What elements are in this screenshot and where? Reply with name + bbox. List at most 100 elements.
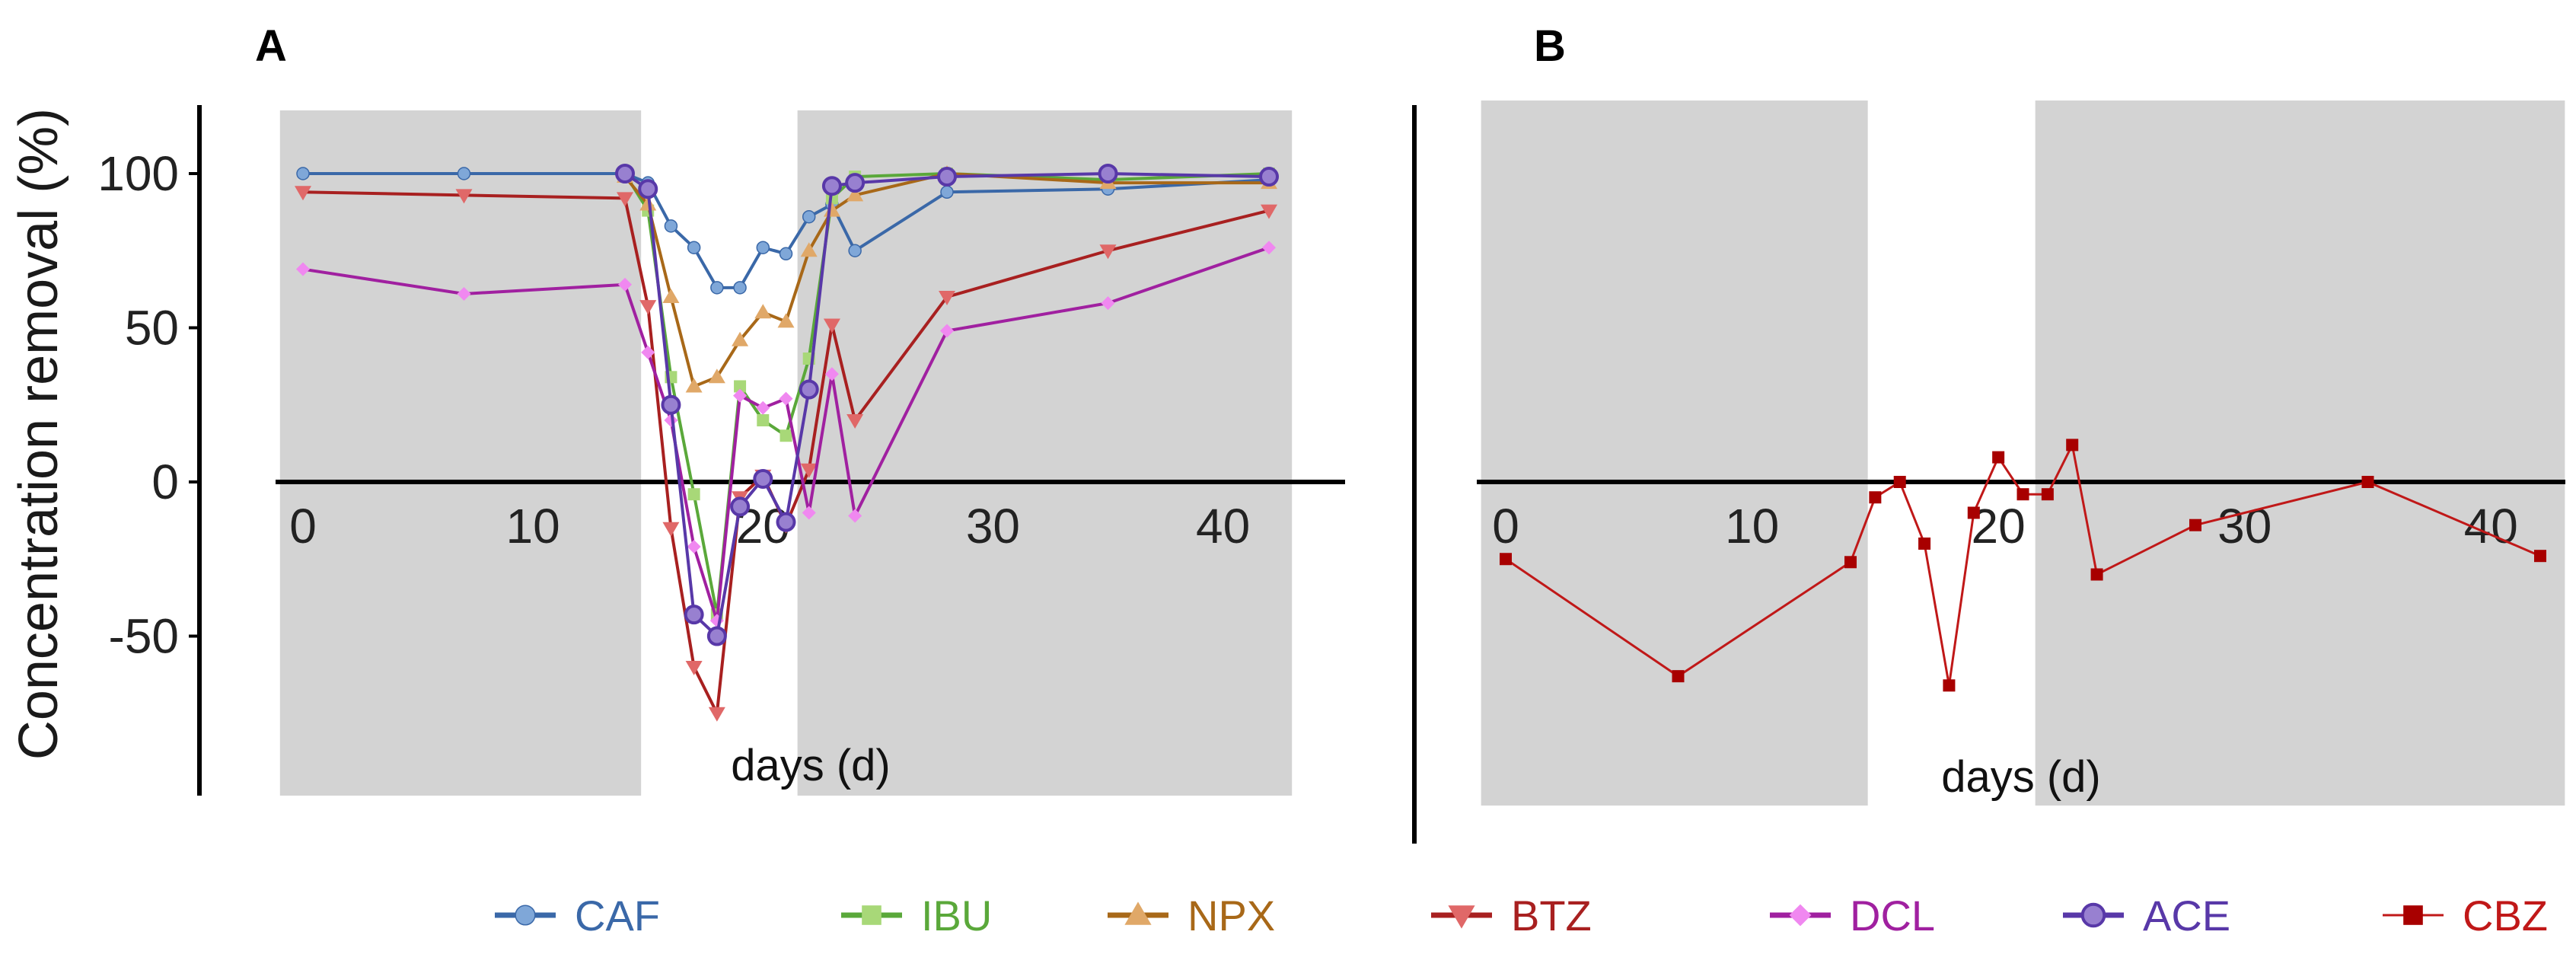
data-point-dcl (940, 324, 954, 338)
data-point-npx (732, 331, 749, 346)
data-point-btz (685, 661, 703, 675)
data-point-cbz (2090, 568, 2103, 581)
data-point-caf (296, 167, 310, 180)
data-point-ace (821, 176, 842, 196)
data-point-cbz (2066, 439, 2079, 451)
shaded-region (279, 110, 642, 796)
series-cbz (1500, 439, 2546, 692)
y-axis-label: Concentration removal (%) (8, 108, 69, 760)
y-tick-label: 50 (125, 301, 179, 356)
data-point-npx (685, 378, 703, 393)
x-tick-label: 40 (1196, 499, 1250, 554)
x-tick-label: 20 (1972, 499, 2026, 554)
data-point-ace (799, 379, 819, 400)
y-tick-label: 100 (97, 146, 179, 201)
data-point-npx (777, 313, 795, 328)
legend-label: IBU (921, 892, 992, 940)
data-point-dcl (687, 540, 701, 554)
legend-marker (1448, 905, 1475, 929)
shaded-region (2035, 101, 2565, 806)
data-point-cbz (1918, 538, 1931, 550)
data-point-caf (457, 167, 471, 180)
data-point-ace (684, 605, 704, 625)
series-line-caf (303, 172, 1270, 289)
data-point-npx (708, 369, 725, 384)
data-point-cbz (2041, 488, 2054, 501)
series-line-btz (302, 190, 1270, 719)
series-dcl (296, 241, 1276, 628)
legend-item-btz: BTZ (1431, 892, 1592, 940)
data-point-caf (779, 247, 793, 261)
data-point-dcl (733, 388, 748, 403)
data-point-cbz (1500, 553, 1512, 566)
data-point-ibu (779, 429, 792, 442)
legend-item-cbz: CBZ (2383, 892, 2548, 940)
data-point-btz (1261, 204, 1277, 219)
data-point-ace (845, 173, 866, 193)
data-point-cbz (1893, 476, 1906, 488)
y-tick-label: -50 (109, 609, 180, 664)
data-point-ace (730, 496, 751, 517)
panel-a-series (295, 164, 1279, 722)
data-point-dcl (296, 262, 310, 276)
data-point-ace (776, 512, 796, 532)
data-point-dcl (824, 367, 839, 381)
data-point-ace (937, 167, 957, 187)
data-point-btz (295, 186, 311, 201)
series-line-cbz (1505, 441, 2541, 686)
data-point-cbz (2534, 550, 2546, 563)
data-point-caf (710, 281, 724, 295)
data-point-dcl (457, 286, 471, 301)
panel-b-x-axis-label: days (d) (1941, 752, 2101, 802)
legend-item-ace: ACE (2063, 892, 2230, 940)
data-point-npx (662, 289, 680, 303)
legend-marker (862, 905, 882, 925)
data-point-caf (733, 281, 747, 295)
series-ace (615, 164, 1279, 646)
y-tick-label: 0 (151, 455, 179, 509)
data-point-dcl (1262, 241, 1276, 255)
legend-item-ibu: IBU (841, 892, 992, 940)
data-point-ibu (757, 414, 770, 426)
data-point-cbz (1943, 679, 1956, 692)
panel-a-x-ticks: 0 10 20 30 40 (289, 499, 1250, 554)
data-point-btz (455, 189, 473, 204)
data-point-dcl (641, 345, 655, 359)
panel-a-shading (279, 110, 1293, 796)
panel-a-y-ticks: 100 50 0 -50 (97, 146, 199, 664)
series-line-ace (623, 171, 1270, 640)
legend-item-dcl: DCL (1770, 892, 1935, 940)
data-point-caf (687, 241, 701, 254)
x-tick-label: 10 (1725, 499, 1779, 554)
data-point-ibu (687, 488, 700, 501)
panel-b-shading (1481, 101, 2565, 806)
data-point-btz (639, 300, 657, 315)
data-point-npx (846, 187, 864, 202)
data-point-dcl (848, 509, 862, 523)
legend-marker (2403, 905, 2423, 925)
legend-label: NPX (1188, 892, 1275, 940)
legend-marker (1124, 901, 1152, 925)
data-point-caf (756, 241, 770, 254)
data-point-btz (708, 707, 725, 722)
data-point-ace (1098, 164, 1118, 183)
shaded-region (797, 110, 1293, 796)
data-point-ibu (734, 380, 747, 393)
data-point-cbz (2016, 488, 2029, 501)
data-point-ace (753, 468, 773, 489)
data-point-btz (1099, 244, 1117, 260)
data-point-caf (802, 209, 816, 224)
panel-a-x-axis-label: days (d) (731, 741, 891, 790)
data-point-ace (638, 179, 658, 199)
data-point-caf (848, 244, 862, 257)
data-point-npx (800, 242, 818, 257)
data-point-dcl (802, 506, 816, 520)
panel-b-x-ticks: 0 10 20 30 40 (1492, 499, 2518, 554)
data-point-btz (823, 318, 840, 333)
x-tick-label: 0 (1492, 499, 1519, 554)
legend-label: CBZ (2463, 892, 2548, 940)
data-point-dcl (779, 391, 793, 406)
data-point-btz (846, 414, 864, 429)
